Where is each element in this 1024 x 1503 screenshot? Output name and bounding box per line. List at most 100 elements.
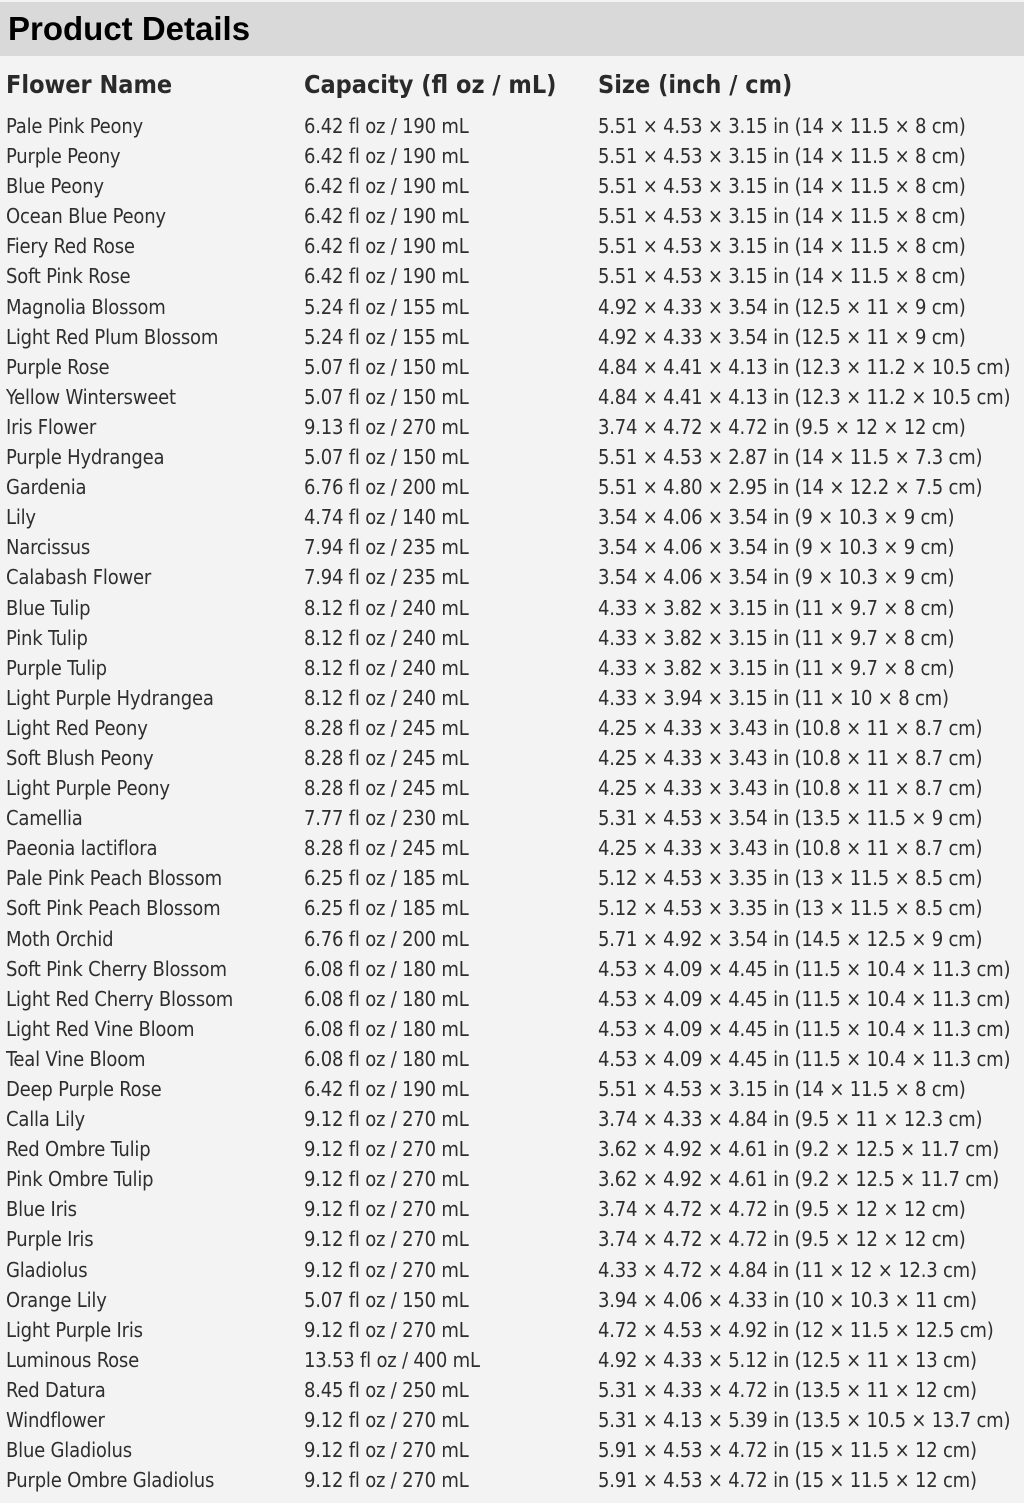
table-row: Calla Lily 9.12 fl oz / 270 mL 3.74 × 4.33… — [0, 1105, 1024, 1135]
capacity-cell: 13.53 fl oz / 400 mL — [304, 1347, 480, 1372]
flower-name-cell: Purple Rose — [6, 354, 110, 379]
title-bar: Product Details — [0, 2, 1024, 56]
column-header-flower-name: Flower Name — [6, 70, 173, 99]
flower-name-cell: Deep Purple Rose — [6, 1077, 162, 1101]
capacity-cell: 5.24 fl oz / 155 mL — [304, 324, 469, 349]
table-row: Moth Orchid 6.76 fl oz / 200 mL 5.71 × 4.9… — [0, 925, 1024, 955]
flower-name-cell: Soft Pink Cherry Blossom — [6, 956, 227, 981]
flower-name-cell: Pale Pink Peach Blossom — [6, 866, 222, 891]
table-row: Light Purple Peony 8.28 fl oz / 245 mL 4.2… — [0, 774, 1024, 804]
size-cell: 4.25 × 4.33 × 3.43 in (10.8 × 11 × 8.7 c… — [598, 745, 983, 770]
capacity-cell: 6.42 fl oz / 190 mL — [304, 114, 469, 138]
capacity-cell: 7.94 fl oz / 235 mL — [304, 535, 469, 560]
size-cell: 4.33 × 3.82 × 3.15 in (11 × 9.7 × 8 cm) — [598, 595, 955, 620]
flower-name-cell: Ocean Blue Peony — [6, 204, 166, 229]
flower-name-cell: Blue Iris — [6, 1197, 77, 1222]
table-row: Purple Rose 5.07 fl oz / 150 mL 4.84 × 4.4… — [0, 353, 1024, 383]
capacity-cell: 8.12 fl oz / 240 mL — [304, 625, 469, 650]
flower-name-cell: Teal Vine Bloom — [6, 1046, 146, 1071]
flower-name-cell: Camellia — [6, 806, 83, 831]
capacity-cell: 6.25 fl oz / 185 mL — [304, 866, 469, 891]
capacity-cell: 8.12 fl oz / 240 mL — [304, 595, 469, 620]
table-row: Purple Ombre Gladiolus 9.12 fl oz / 270 m… — [0, 1466, 1024, 1496]
table-row: Light Red Plum Blossom 5.24 fl oz / 155 m… — [0, 323, 1024, 353]
capacity-cell: 7.94 fl oz / 235 mL — [304, 565, 469, 590]
capacity-cell: 6.42 fl oz / 190 mL — [304, 144, 469, 169]
size-cell: 4.72 × 4.53 × 4.92 in (12 × 11.5 × 12.5 … — [598, 1317, 994, 1342]
table-row: Gardenia 6.76 fl oz / 200 mL 5.51 × 4.80 ×… — [0, 473, 1024, 503]
table-row: Iris Flower 9.13 fl oz / 270 mL 3.74 × 4.7… — [0, 413, 1024, 443]
size-cell: 3.54 × 4.06 × 3.54 in (9 × 10.3 × 9 cm) — [598, 565, 955, 590]
size-cell: 3.74 × 4.72 × 4.72 in (9.5 × 12 × 12 cm) — [598, 1197, 966, 1222]
capacity-cell: 6.08 fl oz / 180 mL — [304, 986, 469, 1011]
flower-name-cell: Orange Lily — [6, 1287, 107, 1312]
flower-name-cell: Purple Tulip — [6, 655, 107, 680]
size-cell: 4.53 × 4.09 × 4.45 in (11.5 × 10.4 × 11.… — [598, 956, 1011, 981]
flower-name-cell: Calabash Flower — [6, 565, 152, 590]
capacity-cell: 9.12 fl oz / 270 mL — [304, 1468, 469, 1493]
table-row: Blue Iris 9.12 fl oz / 270 mL 3.74 × 4.72 … — [0, 1195, 1024, 1225]
size-cell: 5.51 × 4.53 × 3.15 in (14 × 11.5 × 8 cm) — [598, 144, 966, 169]
capacity-cell: 6.42 fl oz / 190 mL — [304, 174, 469, 199]
flower-name-cell: Light Purple Peony — [6, 776, 170, 801]
size-cell: 3.62 × 4.92 × 4.61 in (9.2 × 12.5 × 11.7… — [598, 1137, 1000, 1162]
capacity-cell: 8.28 fl oz / 245 mL — [304, 715, 469, 740]
capacity-cell: 6.08 fl oz / 180 mL — [304, 956, 469, 981]
table-row: Light Purple Hydrangea 8.12 fl oz / 240 m… — [0, 684, 1024, 714]
flower-name-cell: Yellow Wintersweet — [6, 384, 176, 409]
flower-name-cell: Red Datura — [6, 1377, 106, 1402]
size-cell: 5.71 × 4.92 × 3.54 in (14.5 × 12.5 × 9 c… — [598, 926, 983, 951]
table-row: Fiery Red Rose 6.42 fl oz / 190 mL 5.51 × … — [0, 232, 1024, 262]
capacity-cell: 9.12 fl oz / 270 mL — [304, 1137, 469, 1162]
size-cell: 4.25 × 4.33 × 3.43 in (10.8 × 11 × 8.7 c… — [598, 715, 983, 740]
table-row: Teal Vine Bloom 6.08 fl oz / 180 mL 4.53 ×… — [0, 1045, 1024, 1075]
table-row: Narcissus 7.94 fl oz / 235 mL 3.54 × 4.06 … — [0, 533, 1024, 563]
flower-name-cell: Windflower — [6, 1408, 105, 1433]
capacity-cell: 4.74 fl oz / 140 mL — [304, 505, 469, 530]
size-cell: 5.12 × 4.53 × 3.35 in (13 × 11.5 × 8.5 c… — [598, 866, 983, 891]
size-cell: 5.51 × 4.53 × 3.15 in (14 × 11.5 × 8 cm) — [598, 114, 966, 138]
capacity-cell: 9.12 fl oz / 270 mL — [304, 1197, 469, 1222]
size-cell: 3.74 × 4.72 × 4.72 in (9.5 × 12 × 12 cm) — [598, 414, 966, 439]
size-cell: 4.92 × 4.33 × 3.54 in (12.5 × 11 × 9 cm) — [598, 294, 966, 319]
flower-name-cell: Gardenia — [6, 475, 87, 500]
table-body: Pale Pink Peony 6.42 fl oz / 190 mL 5.51 ×… — [0, 112, 1024, 1496]
capacity-cell: 6.42 fl oz / 190 mL — [304, 204, 469, 229]
table-row: Deep Purple Rose 6.42 fl oz / 190 mL 5.51 … — [0, 1075, 1024, 1105]
size-cell: 3.62 × 4.92 × 4.61 in (9.2 × 12.5 × 11.7… — [598, 1167, 1000, 1192]
flower-name-cell: Blue Peony — [6, 174, 104, 199]
flower-name-cell: Gladiolus — [6, 1257, 88, 1282]
size-cell: 5.51 × 4.53 × 3.15 in (14 × 11.5 × 8 cm) — [598, 264, 966, 289]
flower-name-cell: Blue Gladiolus — [6, 1438, 132, 1463]
capacity-cell: 6.42 fl oz / 190 mL — [304, 1077, 469, 1101]
size-cell: 4.92 × 4.33 × 5.12 in (12.5 × 11 × 13 cm… — [598, 1347, 977, 1372]
size-cell: 5.12 × 4.53 × 3.35 in (13 × 11.5 × 8.5 c… — [598, 896, 983, 921]
capacity-cell: 6.42 fl oz / 190 mL — [304, 234, 469, 259]
size-cell: 5.51 × 4.53 × 3.15 in (14 × 11.5 × 8 cm) — [598, 174, 966, 199]
table-row: Red Ombre Tulip 9.12 fl oz / 270 mL 3.62 ×… — [0, 1135, 1024, 1165]
table-row: Purple Tulip 8.12 fl oz / 240 mL 4.33 × 3.… — [0, 654, 1024, 684]
size-cell: 4.53 × 4.09 × 4.45 in (11.5 × 10.4 × 11.… — [598, 1046, 1011, 1071]
table-row: Soft Pink Peach Blossom 6.25 fl oz / 185 … — [0, 894, 1024, 924]
flower-name-cell: Soft Blush Peony — [6, 745, 154, 770]
size-cell: 4.53 × 4.09 × 4.45 in (11.5 × 10.4 × 11.… — [598, 1016, 1011, 1041]
capacity-cell: 6.08 fl oz / 180 mL — [304, 1046, 469, 1071]
table-row: Light Purple Iris 9.12 fl oz / 270 mL 4.72… — [0, 1316, 1024, 1346]
table-row: Blue Tulip 8.12 fl oz / 240 mL 4.33 × 3.82… — [0, 594, 1024, 624]
size-cell: 4.33 × 4.72 × 4.84 in (11 × 12 × 12.3 cm… — [598, 1257, 977, 1282]
capacity-cell: 8.28 fl oz / 245 mL — [304, 776, 469, 801]
flower-name-cell: Fiery Red Rose — [6, 234, 135, 259]
capacity-cell: 8.28 fl oz / 245 mL — [304, 836, 469, 861]
table-row: Ocean Blue Peony 6.42 fl oz / 190 mL 5.51 … — [0, 202, 1024, 232]
flower-name-cell: Pale Pink Peony — [6, 114, 143, 138]
size-cell: 3.74 × 4.72 × 4.72 in (9.5 × 12 × 12 cm) — [598, 1227, 966, 1252]
size-cell: 5.51 × 4.53 × 3.15 in (14 × 11.5 × 8 cm) — [598, 1077, 966, 1101]
column-header-capacity: Capacity (fl oz / mL) — [304, 70, 557, 99]
capacity-cell: 8.28 fl oz / 245 mL — [304, 745, 469, 770]
size-cell: 4.92 × 4.33 × 3.54 in (12.5 × 11 × 9 cm) — [598, 324, 966, 349]
size-cell: 5.91 × 4.53 × 4.72 in (15 × 11.5 × 12 cm… — [598, 1468, 977, 1493]
table-row: Orange Lily 5.07 fl oz / 150 mL 3.94 × 4.0… — [0, 1286, 1024, 1316]
flower-name-cell: Calla Lily — [6, 1107, 85, 1132]
flower-name-cell: Iris Flower — [6, 414, 97, 439]
flower-name-cell: Light Purple Hydrangea — [6, 685, 214, 710]
